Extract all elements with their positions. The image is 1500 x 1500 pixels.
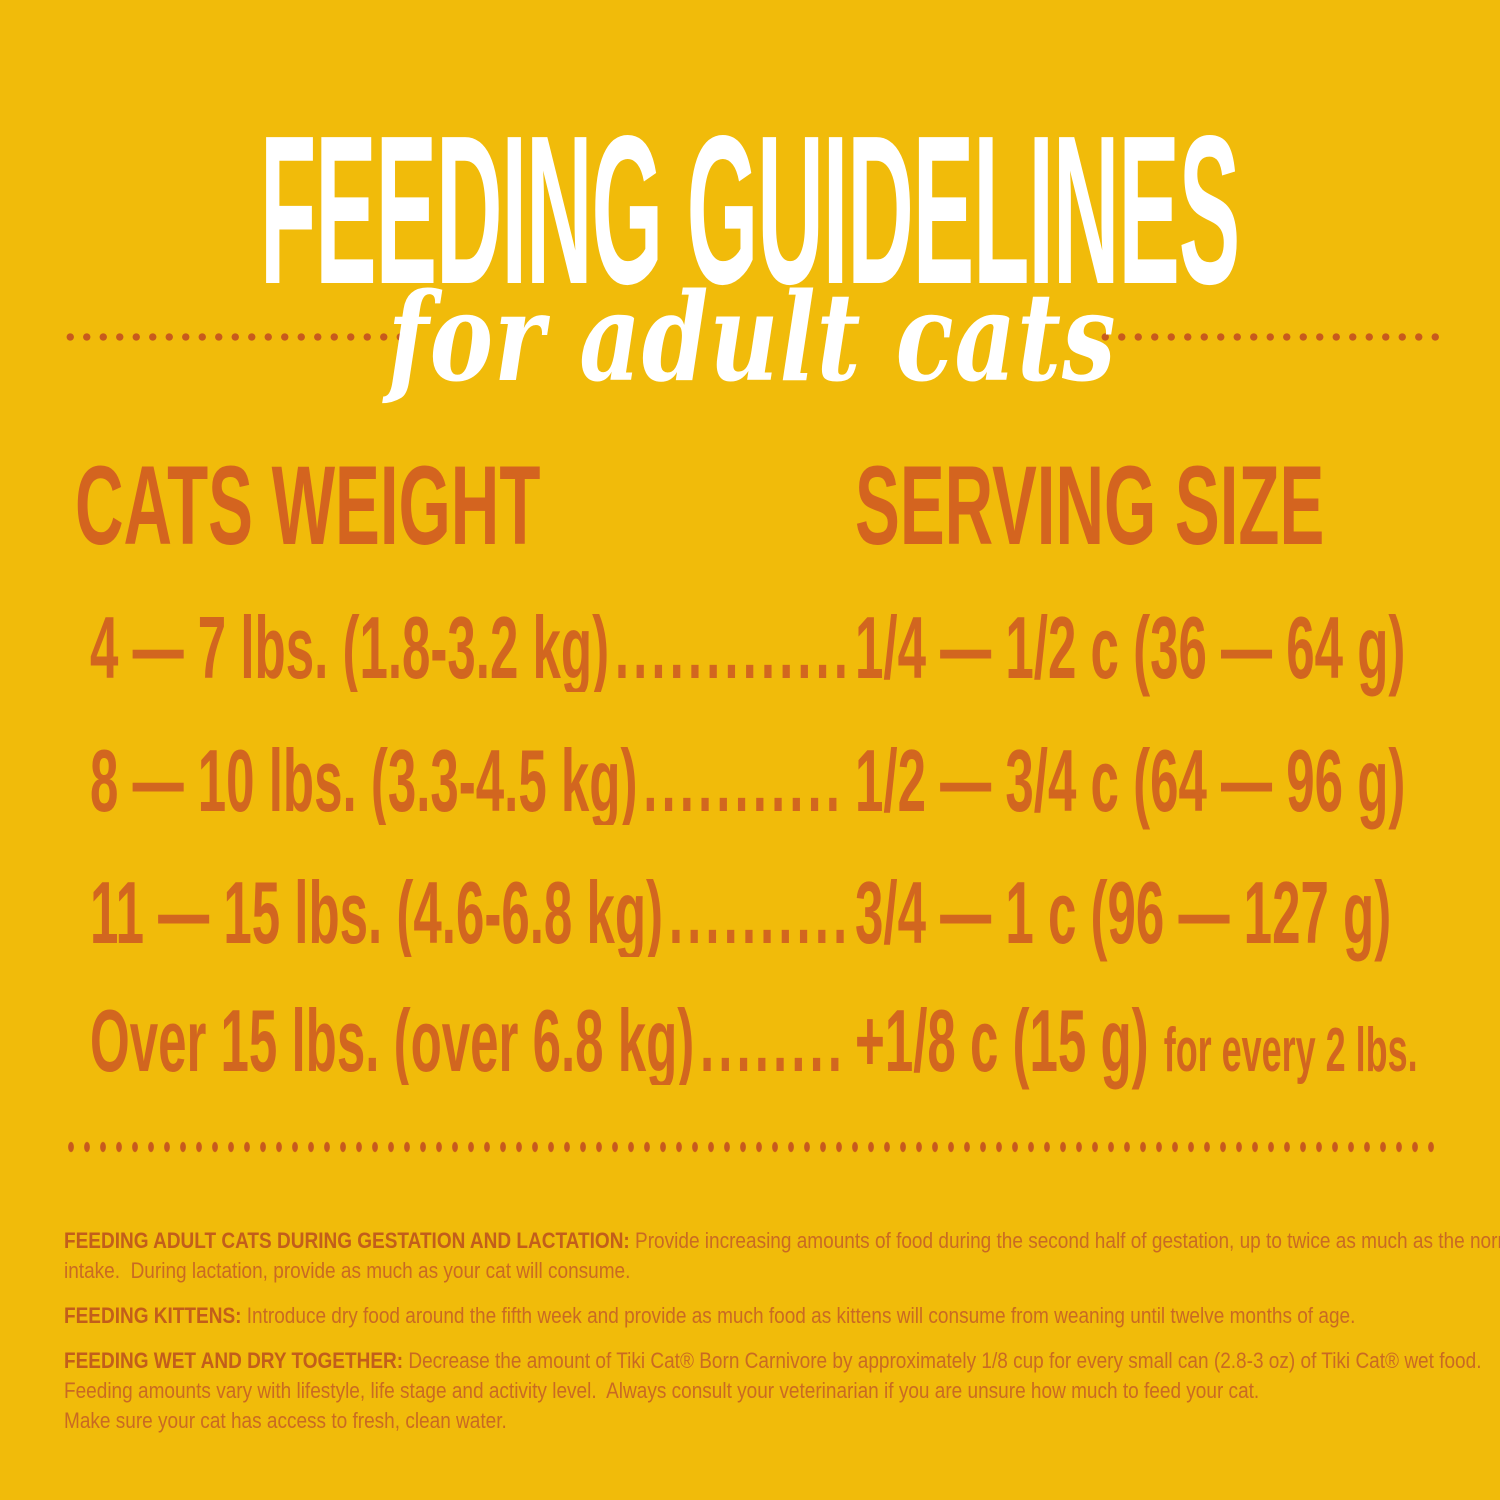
note-text: Make sure your cat has access to fresh, … bbox=[64, 1408, 507, 1433]
column-header-serving-size: SERVING SIZE bbox=[855, 443, 1325, 568]
dot-leader: ........................................ bbox=[614, 604, 847, 692]
serving-size: 1/4 — 1/2 c (36 — 64 g) bbox=[855, 598, 1406, 697]
subtitle: for adult cats bbox=[388, 267, 1116, 408]
note-text: Provide increasing amounts of food durin… bbox=[635, 1228, 1500, 1253]
note-kittens: FEEDING KITTENS: Introduce dry food arou… bbox=[64, 1301, 1433, 1331]
weight-range: Over 15 lbs. (over 6.8 kg) bbox=[90, 997, 695, 1085]
table-row: 4 — 7 lbs. (1.8-3.2 kg).................… bbox=[90, 604, 1494, 692]
column-header-cats-weight: CATS WEIGHT bbox=[75, 443, 541, 568]
table-row: Over 15 lbs. (over 6.8 kg)..............… bbox=[90, 997, 1494, 1085]
page-title: FEEDING GUIDELINES bbox=[0, 104, 1500, 316]
serving-size: 1/2 — 3/4 c (64 — 96 g) bbox=[855, 731, 1406, 830]
note-text: Decrease the amount of Tiki Cat® Born Ca… bbox=[408, 1348, 1482, 1373]
table-row: 11 — 15 lbs. (4.6-6.8 kg)...............… bbox=[90, 869, 1494, 957]
dotted-line-right bbox=[1097, 332, 1442, 342]
note-text: Feeding amounts vary with lifestyle, lif… bbox=[64, 1378, 1260, 1403]
subtitle-text: for adult cats bbox=[387, 264, 1117, 409]
table-row: 8 — 10 lbs. (3.3-4.5 kg)................… bbox=[90, 737, 1494, 825]
note-wet-and-dry: FEEDING WET AND DRY TOGETHER: Decrease t… bbox=[64, 1346, 1481, 1436]
note-gestation-lactation: FEEDING ADULT CATS DURING GESTATION AND … bbox=[64, 1226, 1500, 1286]
serving-suffix: for every 2 lbs. bbox=[1163, 1016, 1418, 1085]
note-label: FEEDING ADULT CATS DURING GESTATION AND … bbox=[64, 1228, 630, 1253]
serving-size: 3/4 — 1 c (96 — 127 g) bbox=[855, 863, 1392, 962]
table-header-row: CATS WEIGHT SERVING SIZE bbox=[75, 450, 1500, 570]
weight-range: 4 — 7 lbs. (1.8-3.2 kg) bbox=[90, 604, 610, 692]
dotted-line-left bbox=[62, 332, 407, 342]
subtitle-row: for adult cats bbox=[62, 252, 1442, 422]
dotted-divider bbox=[63, 1141, 1442, 1153]
page-title-text: FEEDING GUIDELINES bbox=[260, 91, 1240, 328]
weight-range: 8 — 10 lbs. (3.3-4.5 kg) bbox=[90, 737, 638, 825]
note-label: FEEDING KITTENS: bbox=[64, 1303, 242, 1328]
weight-range: 11 — 15 lbs. (4.6-6.8 kg) bbox=[90, 869, 664, 957]
serving-size: +1/8 c (15 g) bbox=[855, 991, 1149, 1090]
fine-print: FEEDING ADULT CATS DURING GESTATION AND … bbox=[64, 1226, 1500, 1451]
note-text: intake. During lactation, provide as muc… bbox=[64, 1258, 631, 1283]
dot-leader: ........................................ bbox=[700, 997, 847, 1085]
note-text: Introduce dry food around the fifth week… bbox=[246, 1303, 1356, 1328]
dot-leader: ........................................ bbox=[668, 869, 847, 957]
dot-leader: ........................................ bbox=[643, 737, 847, 825]
note-label: FEEDING WET AND DRY TOGETHER: bbox=[64, 1348, 404, 1373]
